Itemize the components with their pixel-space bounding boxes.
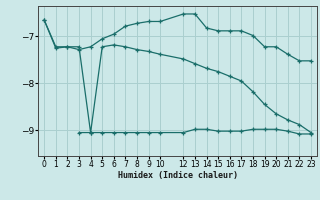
X-axis label: Humidex (Indice chaleur): Humidex (Indice chaleur)	[118, 171, 238, 180]
